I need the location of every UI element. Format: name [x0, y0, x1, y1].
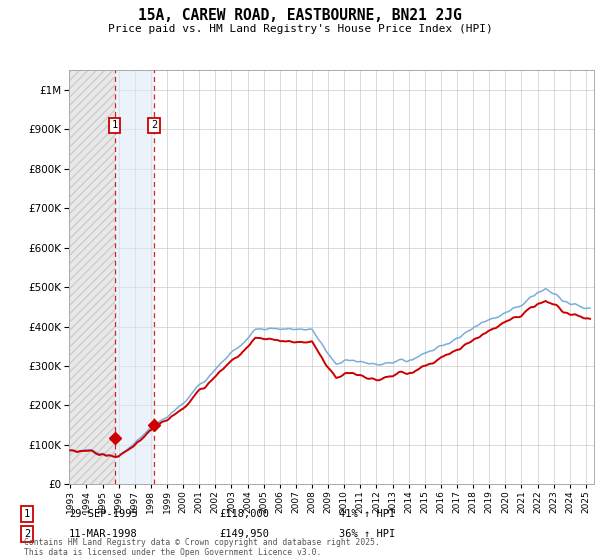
Bar [70, 70, 115, 484]
Text: Contains HM Land Registry data © Crown copyright and database right 2025.
This d: Contains HM Land Registry data © Crown c… [24, 538, 380, 557]
Text: 1: 1 [24, 509, 30, 519]
Text: 1: 1 [112, 120, 118, 130]
Text: 2: 2 [24, 529, 30, 539]
Text: Price paid vs. HM Land Registry's House Price Index (HPI): Price paid vs. HM Land Registry's House … [107, 24, 493, 34]
Text: £149,950: £149,950 [219, 529, 269, 539]
Text: 41% ↑ HPI: 41% ↑ HPI [339, 509, 395, 519]
Bar [115, 70, 154, 484]
Text: 15A, CAREW ROAD, EASTBOURNE, BN21 2JG: 15A, CAREW ROAD, EASTBOURNE, BN21 2JG [138, 8, 462, 24]
Text: 36% ↑ HPI: 36% ↑ HPI [339, 529, 395, 539]
Text: 29-SEP-1995: 29-SEP-1995 [69, 509, 138, 519]
Text: 11-MAR-1998: 11-MAR-1998 [69, 529, 138, 539]
Text: 2: 2 [151, 120, 157, 130]
Text: £118,000: £118,000 [219, 509, 269, 519]
